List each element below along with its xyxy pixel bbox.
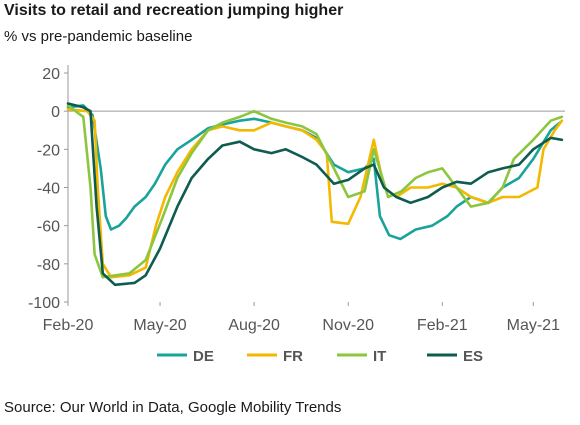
legend-label-fr: FR — [283, 348, 303, 365]
series-line-it — [66, 104, 564, 279]
y-tick-label: -20 — [37, 142, 60, 159]
legend-label-it: IT — [373, 348, 386, 365]
source-note: Source: Our World in Data, Google Mobili… — [4, 399, 342, 416]
y-tick-label: 20 — [42, 66, 60, 83]
chart-subtitle: % vs pre-pandemic baseline — [4, 28, 193, 45]
legend-label-de: DE — [193, 348, 214, 365]
y-tick-label: 0 — [51, 104, 60, 121]
series-line-fr — [66, 108, 564, 279]
legend-label-es: ES — [463, 348, 483, 365]
x-tick-label: Feb-20 — [43, 317, 94, 334]
y-tick-label: -100 — [28, 295, 60, 312]
x-tick-label: Nov-20 — [322, 317, 374, 334]
x-tick-label: Aug-20 — [228, 317, 280, 334]
y-tick-label: -40 — [37, 181, 60, 198]
x-tick-label: Feb-21 — [417, 317, 468, 334]
series-line-es — [66, 102, 564, 287]
x-tick-label: May-21 — [507, 317, 560, 334]
y-tick-label: -80 — [37, 257, 60, 274]
chart-title: Visits to retail and recreation jumping … — [4, 2, 344, 19]
x-tick-label: May-20 — [133, 317, 186, 334]
y-tick-label: -60 — [37, 219, 60, 236]
line-chart: 20 0 -20 -40 -60 -80 -100 Feb-20 May-20 Aug-20 Nov… — [28, 65, 565, 365]
